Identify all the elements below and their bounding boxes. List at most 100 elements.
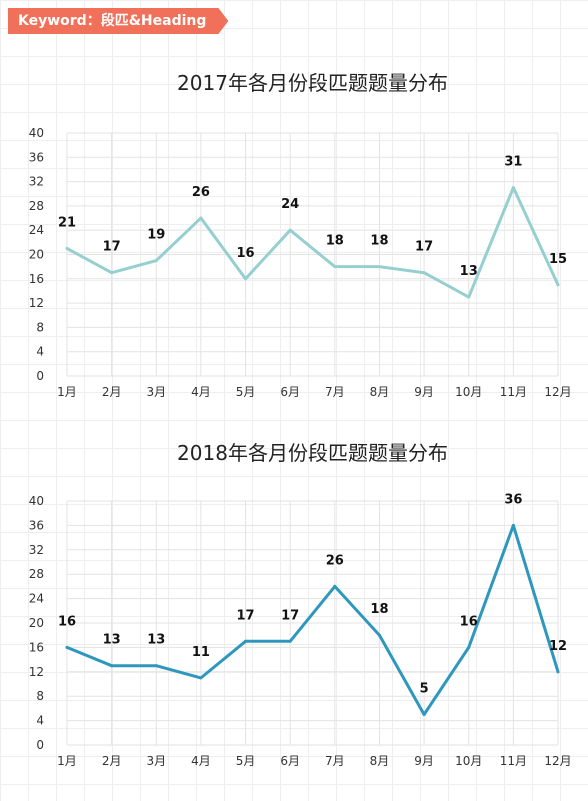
data-point	[199, 676, 203, 680]
data-point	[422, 271, 426, 275]
x-tick-label: 6月	[280, 754, 300, 768]
x-tick-label: 9月	[414, 754, 434, 768]
y-tick-label: 16	[29, 272, 44, 286]
data-point	[110, 271, 114, 275]
x-tick-label: 11月	[500, 385, 527, 399]
data-point	[422, 713, 426, 716]
x-tick-label: 4月	[191, 754, 211, 768]
data-label: 13	[103, 633, 121, 648]
data-point	[467, 295, 471, 299]
data-label: 36	[504, 492, 522, 507]
series-line	[65, 523, 560, 716]
chart-2018: 2018年各月份段匹题题量分布 0 4 8 12 16 20 24 28 32 36 40 1月 2月 3月…	[29, 441, 572, 768]
y-tick-label: 40	[29, 126, 44, 140]
data-point	[244, 639, 248, 643]
keyword-tag: Keyword：段匹&Heading	[8, 8, 228, 34]
data-point	[467, 645, 471, 649]
x-tick-label: 3月	[146, 385, 166, 399]
y-tick-label: 0	[36, 738, 44, 752]
data-label: 16	[236, 246, 254, 261]
y-tick-label: 20	[29, 248, 44, 262]
data-label: 26	[326, 553, 344, 568]
data-point	[199, 216, 203, 220]
data-point	[333, 265, 337, 269]
x-tick-label: 8月	[370, 754, 390, 768]
y-tick-label: 4	[36, 345, 44, 359]
x-tick-label: 1月	[57, 754, 77, 768]
x-tick-label: 3月	[146, 754, 166, 768]
x-tick-label: 7月	[325, 385, 345, 399]
y-tick-label: 16	[29, 640, 44, 654]
y-tick-label: 36	[29, 518, 44, 532]
y-tick-label: 28	[29, 567, 44, 581]
data-point	[511, 186, 515, 190]
data-label: 18	[326, 234, 344, 249]
data-point	[377, 265, 381, 269]
data-label: 17	[281, 608, 299, 623]
data-point	[110, 664, 114, 668]
x-tick-label: 1月	[57, 385, 77, 399]
x-tick-label: 4月	[191, 385, 211, 399]
x-tick-label: 6月	[280, 385, 300, 399]
data-point	[511, 523, 515, 527]
data-label: 17	[103, 240, 121, 255]
x-tick-label: 5月	[236, 754, 256, 768]
y-tick-label: 28	[29, 199, 44, 213]
y-tick-label: 12	[29, 296, 44, 310]
data-label: 12	[549, 639, 567, 654]
x-tick-label: 7月	[325, 754, 345, 768]
data-label: 16	[58, 614, 76, 629]
x-tick-label: 5月	[236, 385, 256, 399]
data-label: 16	[460, 614, 478, 629]
y-tick-label: 8	[36, 320, 44, 334]
chart-2017: 2017年各月份段匹题题量分布 0 4 8 12 16 20 24 28 32 36 40 1月 2月 3月…	[29, 71, 572, 399]
x-tick-label: 11月	[500, 754, 527, 768]
chart-title: 2017年各月份段匹题题量分布	[177, 71, 448, 95]
y-tick-label: 4	[36, 714, 44, 728]
x-tick-label: 2月	[102, 385, 122, 399]
y-tick-label: 36	[29, 150, 44, 164]
chart-title: 2018年各月份段匹题题量分布	[177, 441, 448, 465]
data-point	[154, 259, 158, 263]
y-tick-label: 0	[36, 369, 44, 383]
series-line	[65, 186, 560, 299]
data-label: 15	[549, 252, 567, 267]
data-label: 17	[415, 240, 433, 255]
y-tick-label: 32	[29, 175, 44, 189]
data-point	[556, 283, 560, 287]
data-label: 31	[504, 155, 522, 170]
data-label: 18	[370, 602, 388, 617]
data-point	[288, 228, 292, 232]
y-tick-label: 32	[29, 543, 44, 557]
x-tick-label: 12月	[544, 385, 571, 399]
data-point	[556, 670, 560, 674]
data-point	[288, 639, 292, 643]
x-tick-label: 9月	[414, 385, 434, 399]
data-label: 18	[370, 234, 388, 249]
y-tick-label: 12	[29, 665, 44, 679]
data-label: 13	[147, 633, 165, 648]
data-label: 17	[236, 608, 254, 623]
data-label: 24	[281, 197, 299, 212]
data-label: 13	[460, 264, 478, 279]
data-point	[154, 664, 158, 668]
x-tick-label: 10月	[455, 385, 482, 399]
x-tick-label: 2月	[102, 754, 122, 768]
data-label: 11	[192, 645, 210, 660]
data-label: 19	[147, 228, 165, 243]
y-tick-label: 40	[29, 494, 44, 508]
x-tick-label: 12月	[544, 754, 571, 768]
data-point	[65, 645, 69, 649]
data-label: 21	[58, 215, 76, 230]
data-point	[244, 277, 248, 281]
data-point	[377, 633, 381, 637]
y-tick-label: 20	[29, 616, 44, 630]
data-label: 5	[420, 682, 429, 697]
x-tick-label: 8月	[370, 385, 390, 399]
x-tick-label: 10月	[455, 754, 482, 768]
data-point	[333, 584, 337, 588]
y-tick-label: 24	[29, 592, 44, 606]
data-point	[65, 246, 69, 250]
y-tick-label: 24	[29, 223, 44, 237]
